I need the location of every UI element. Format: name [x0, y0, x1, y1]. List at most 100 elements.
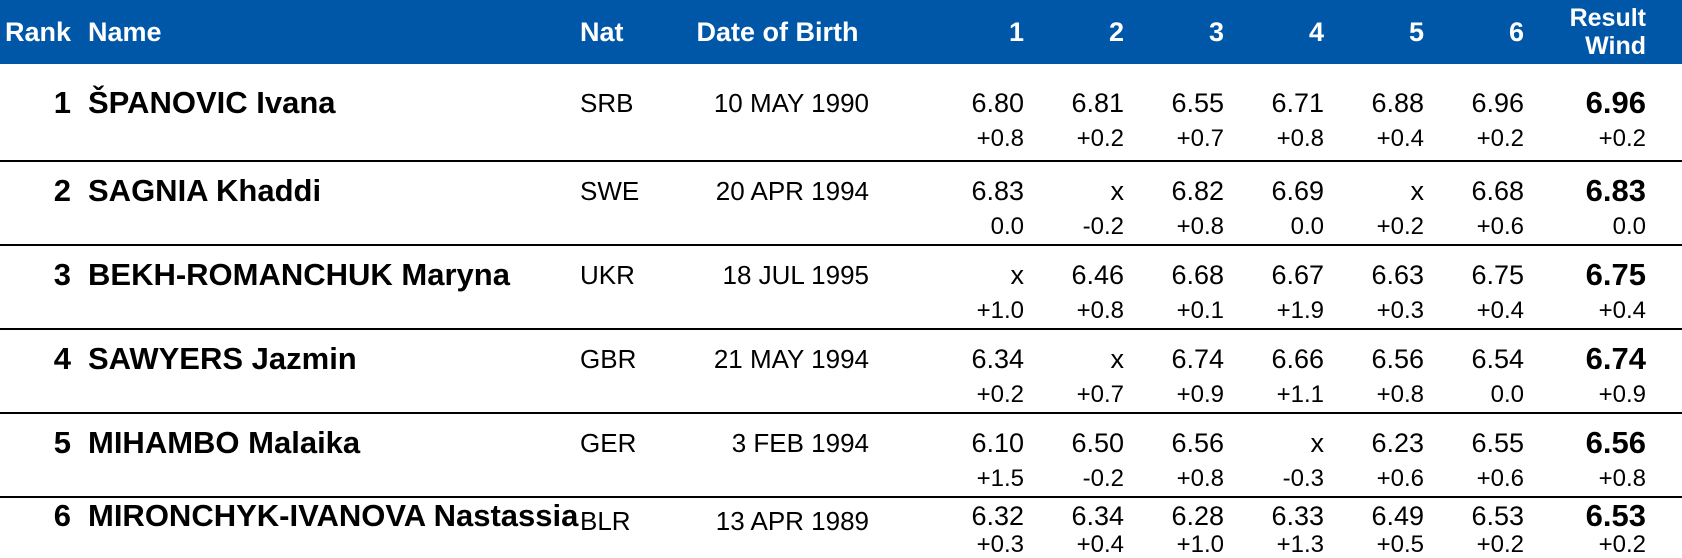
header-date-of-birth: Date of Birth [696, 16, 859, 47]
attempt-5-cell: 6.49 +0.5 [1330, 500, 1430, 558]
nationality-code: SRB [580, 88, 634, 118]
nationality-code: GBR [580, 344, 637, 374]
attempt-wind: +0.8 [976, 125, 1024, 152]
attempt-5-cell: 6.63 +0.3 [1330, 254, 1430, 326]
attempt-4-cell: 6.69 0.0 [1230, 170, 1330, 242]
attempt-6-cell: 6.54 0.0 [1430, 338, 1530, 410]
attempt-wind: +0.8 [1176, 465, 1224, 492]
attempt-wind: +0.8 [1376, 381, 1424, 408]
attempt-6-cell: 6.68 +0.6 [1430, 170, 1530, 242]
attempt-mark: 6.56 [1171, 428, 1224, 458]
attempt-mark: 6.88 [1371, 88, 1424, 118]
attempt-wind: +0.2 [1376, 213, 1424, 240]
nationality-code: GER [580, 428, 637, 458]
attempt-wind: +1.1 [1276, 381, 1324, 408]
attempt-wind: 0.0 [990, 213, 1024, 240]
header-attempt-4: 4 [1308, 16, 1324, 47]
attempt-mark: 6.46 [1071, 260, 1124, 290]
attempt-wind: +0.6 [1476, 465, 1524, 492]
athlete-name: MIRONCHYK-IVANOVA Nastassia [88, 498, 579, 533]
attempt-wind: 0.0 [1290, 213, 1324, 240]
date-of-birth-value: 13 APR 1989 [715, 506, 869, 536]
attempt-4-cell: 6.67 +1.9 [1230, 254, 1330, 326]
attempt-3-cell: 6.74 +0.9 [1130, 338, 1230, 410]
attempt-mark: 6.71 [1271, 88, 1324, 118]
attempt-wind: 0.0 [1490, 381, 1524, 408]
athlete-name: BEKH-ROMANCHUK Maryna [88, 257, 510, 292]
attempt-mark: 6.67 [1271, 260, 1324, 290]
attempt-mark: x [1010, 260, 1025, 290]
athlete-name: SAGNIA Khaddi [88, 173, 322, 208]
header-result-wind: Result Wind [1530, 4, 1682, 60]
attempt-wind: +0.1 [1176, 297, 1224, 324]
header-attempt-1: 1 [1008, 16, 1024, 47]
attempt-mark: 6.23 [1371, 428, 1424, 458]
attempt-mark: 6.83 [971, 176, 1024, 206]
result-cell: 6.75 +0.4 [1530, 254, 1682, 326]
attempt-wind: +0.9 [1176, 381, 1224, 408]
attempt-mark: 6.69 [1271, 176, 1324, 206]
attempt-wind: +0.4 [1476, 297, 1524, 324]
attempt-mark: 6.53 [1471, 501, 1524, 531]
attempt-mark: 6.33 [1271, 501, 1324, 531]
attempt-mark: 6.34 [1071, 501, 1124, 531]
attempt-wind: +1.5 [976, 465, 1024, 492]
attempt-mark: 6.68 [1471, 176, 1524, 206]
attempt-wind: +0.3 [976, 531, 1024, 558]
athlete-name: SAWYERS Jazmin [88, 341, 357, 376]
attempt-2-cell: x -0.2 [1030, 170, 1130, 242]
rank-value: 3 [53, 257, 71, 292]
attempt-wind: -0.3 [1282, 465, 1324, 492]
attempt-mark: 6.68 [1171, 260, 1224, 290]
attempt-mark: 6.63 [1371, 260, 1424, 290]
result-cell: 6.56 +0.8 [1530, 422, 1682, 494]
attempt-4-cell: 6.66 +1.1 [1230, 338, 1330, 410]
attempt-wind: +1.3 [1276, 531, 1324, 558]
attempt-1-cell: 6.32 +0.3 [875, 500, 1030, 558]
attempt-mark: 6.49 [1371, 501, 1424, 531]
result-cell: 6.96 +0.2 [1530, 82, 1682, 154]
athlete-row: 1 ŠPANOVIC Ivana SRB 10 MAY 1990 6.80 +0… [0, 64, 1682, 160]
attempt-2-cell: 6.81 +0.2 [1030, 82, 1130, 154]
attempt-mark: 6.28 [1171, 501, 1224, 531]
table-header-row: Rank Name Nat Date of Birth 1 2 3 4 5 6 … [0, 0, 1682, 64]
attempt-wind: -0.2 [1082, 213, 1124, 240]
result-wind: +0.9 [1598, 381, 1646, 408]
attempt-5-cell: 6.56 +0.8 [1330, 338, 1430, 410]
attempt-3-cell: 6.55 +0.7 [1130, 82, 1230, 154]
attempt-mark: x [1410, 176, 1425, 206]
date-of-birth-value: 10 MAY 1990 [713, 88, 869, 118]
attempt-1-cell: x +1.0 [875, 254, 1030, 326]
attempt-wind: +0.5 [1376, 531, 1424, 558]
attempt-mark: 6.55 [1171, 88, 1224, 118]
attempt-mark: 6.74 [1171, 344, 1224, 374]
attempt-mark: x [1110, 344, 1125, 374]
attempt-1-cell: 6.80 +0.8 [875, 82, 1030, 154]
attempt-wind: +0.8 [1276, 125, 1324, 152]
attempt-wind: +0.2 [976, 381, 1024, 408]
attempt-4-cell: 6.33 +1.3 [1230, 500, 1330, 558]
header-attempt-2: 2 [1108, 16, 1124, 47]
result-mark: 6.53 [1585, 498, 1646, 533]
attempt-mark: 6.80 [971, 88, 1024, 118]
athlete-row: 4 SAWYERS Jazmin GBR 21 MAY 1994 6.34 +0… [0, 328, 1682, 412]
header-rank: Rank [4, 16, 71, 47]
result-wind: +0.4 [1598, 297, 1646, 324]
nationality-code: BLR [580, 506, 631, 536]
athlete-row: 6 MIRONCHYK-IVANOVA Nastassia BLR 13 APR… [0, 496, 1682, 558]
attempt-wind: +1.0 [1176, 531, 1224, 558]
attempt-wind: +0.2 [1476, 531, 1524, 558]
attempt-1-cell: 6.34 +0.2 [875, 338, 1030, 410]
attempt-2-cell: 6.50 -0.2 [1030, 422, 1130, 494]
attempt-2-cell: 6.46 +0.8 [1030, 254, 1130, 326]
result-wind: +0.2 [1598, 531, 1646, 558]
result-wind: +0.8 [1598, 465, 1646, 492]
rank-value: 4 [53, 341, 71, 376]
attempt-6-cell: 6.96 +0.2 [1430, 82, 1530, 154]
attempt-1-cell: 6.10 +1.5 [875, 422, 1030, 494]
attempt-mark: x [1310, 428, 1325, 458]
attempt-wind: +0.7 [1076, 381, 1124, 408]
attempt-1-cell: 6.83 0.0 [875, 170, 1030, 242]
attempt-4-cell: x -0.3 [1230, 422, 1330, 494]
